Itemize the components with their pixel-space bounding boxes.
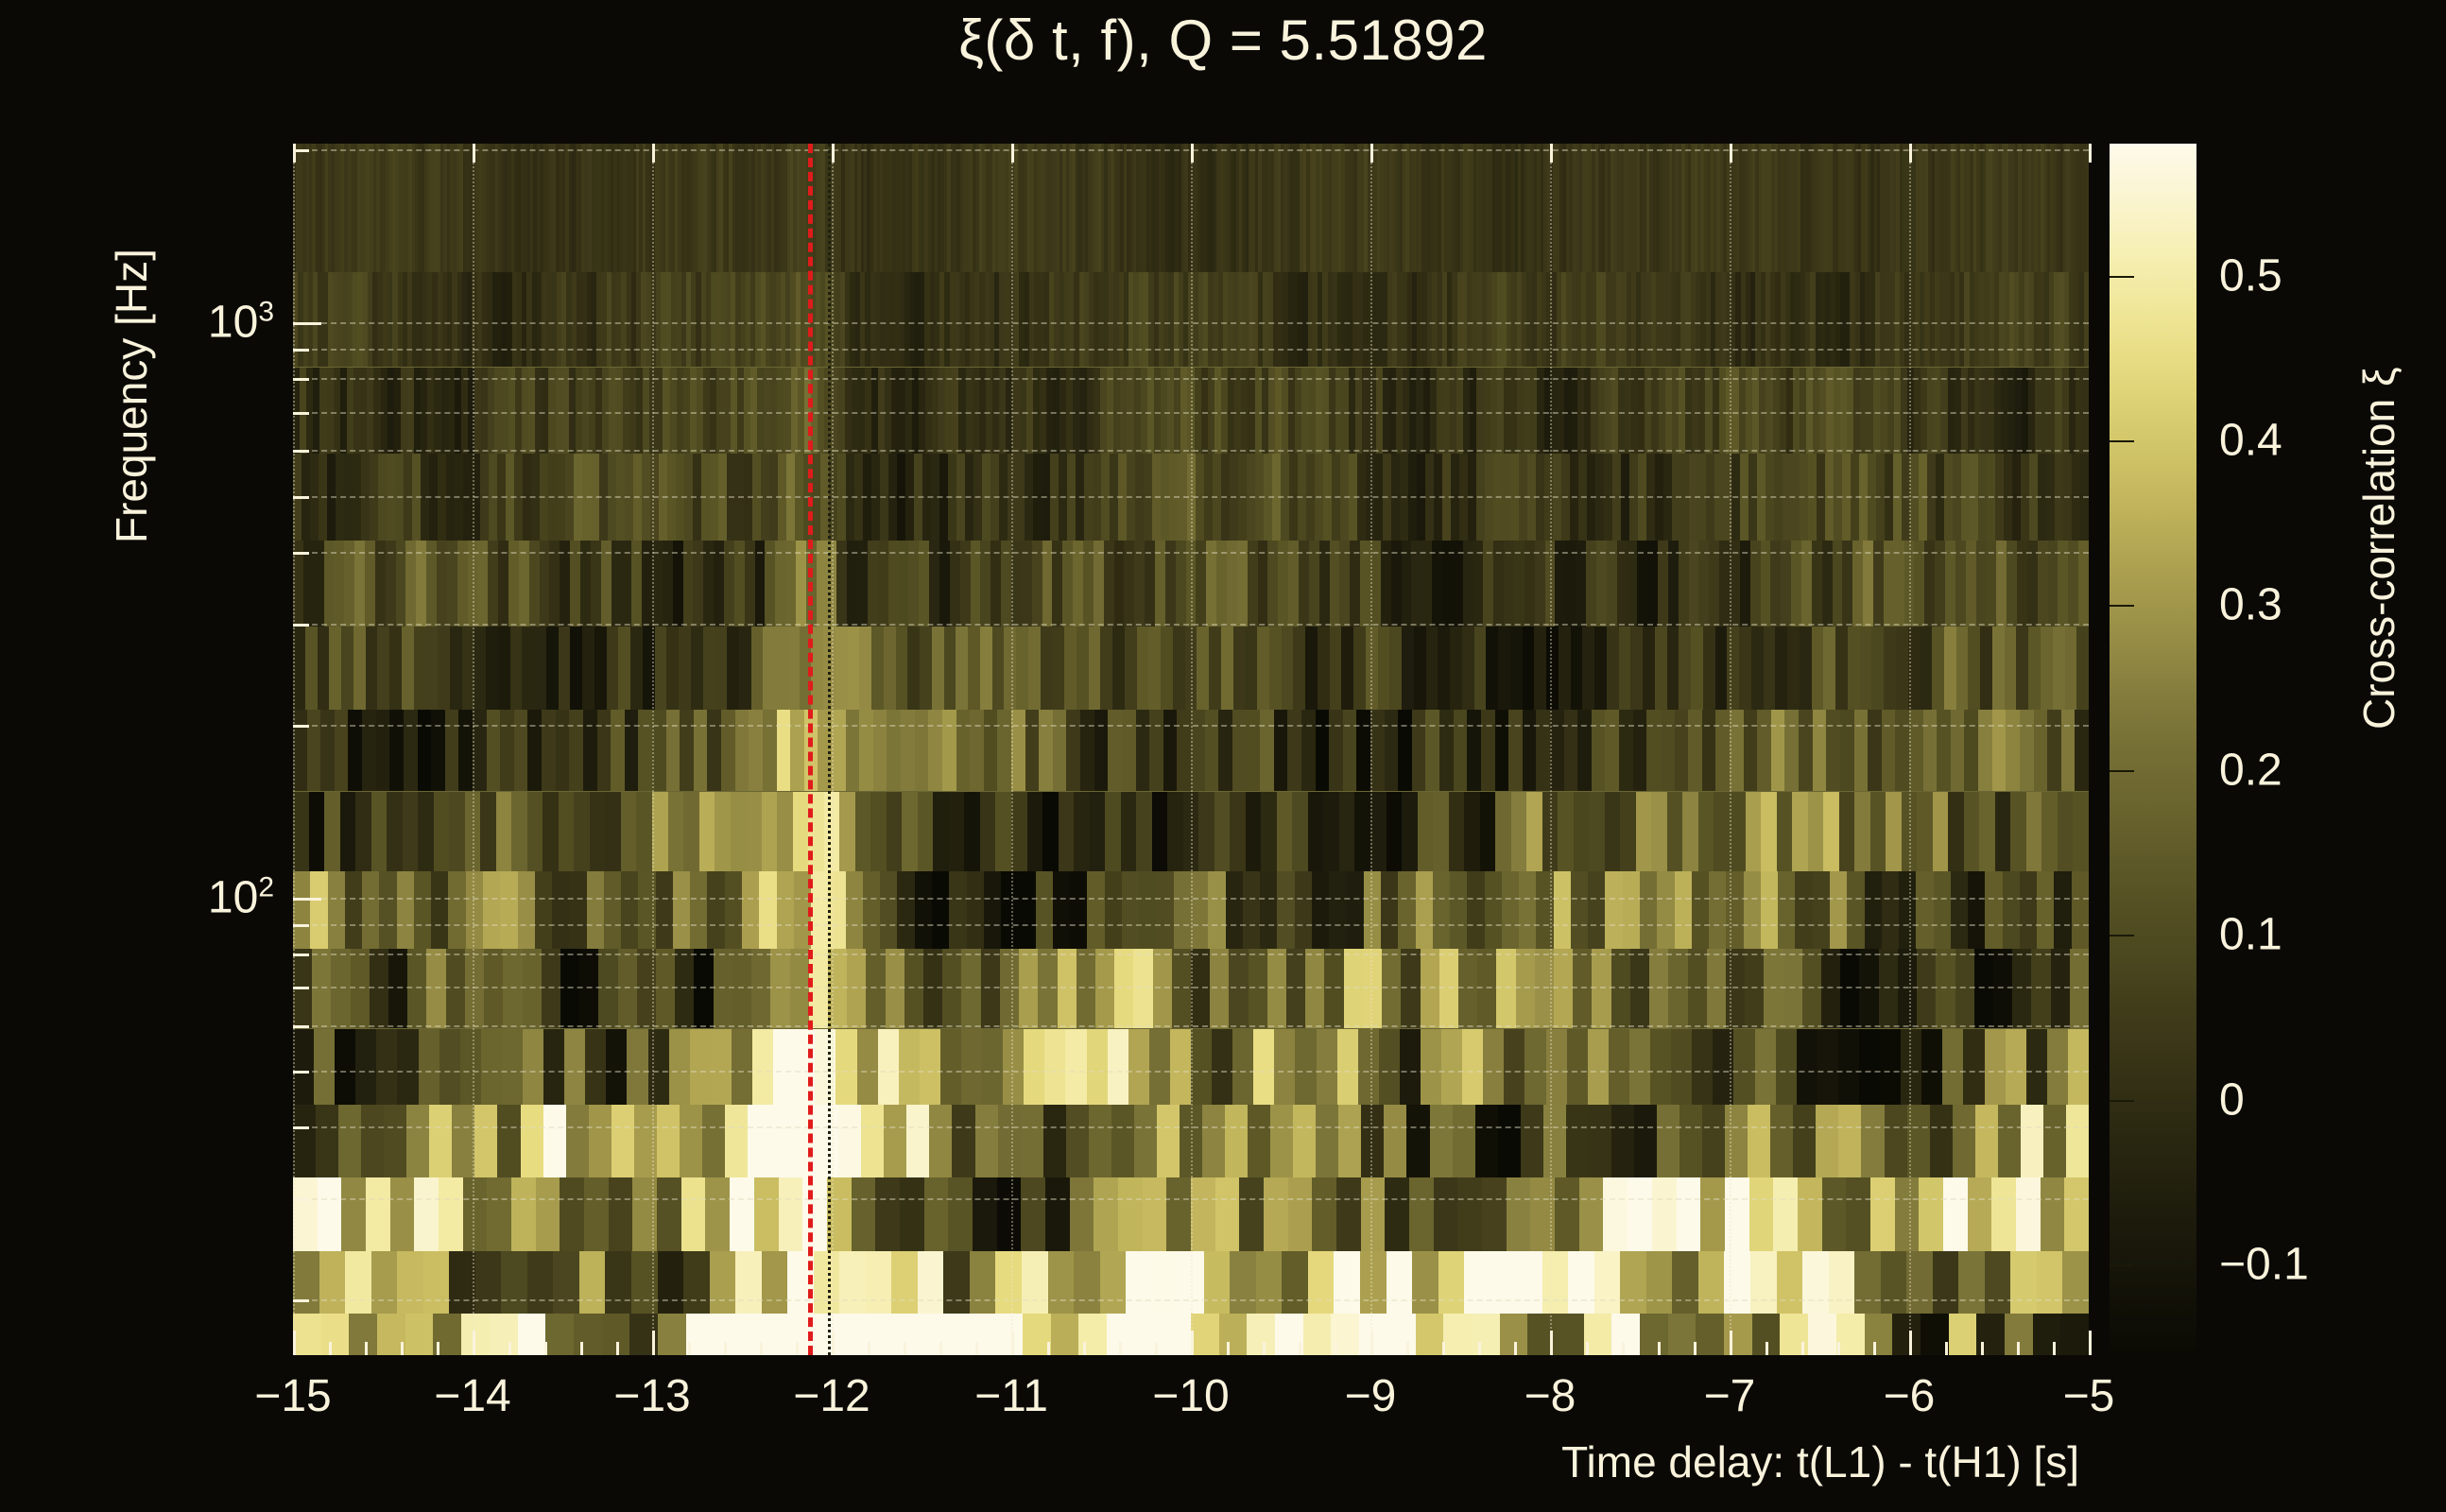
colorbar-tick-label: 0.4 xyxy=(2219,415,2282,466)
x-tick-label: −15 xyxy=(254,1371,332,1421)
colorbar-tick-label: 0 xyxy=(2219,1074,2245,1125)
x-tick-label: −10 xyxy=(1152,1371,1230,1421)
x-axis-title: Time delay: t(L1) - t(H1) [s] xyxy=(1561,1437,2079,1486)
colorbar[interactable] xyxy=(2110,144,2196,1355)
x-tick-label: −6 xyxy=(1883,1371,1936,1421)
measured-time-delay-marker xyxy=(828,144,832,1355)
colorbar-tick-label: 0.3 xyxy=(2219,579,2282,630)
heatmap-plot-area[interactable] xyxy=(293,144,2089,1355)
colorbar-tick-label: −0.1 xyxy=(2219,1239,2309,1290)
x-tick-label: −5 xyxy=(2062,1371,2115,1421)
x-tick-label: −11 xyxy=(974,1371,1048,1421)
colorbar-tick-label: 0.2 xyxy=(2219,745,2282,796)
x-tick-label: −9 xyxy=(1344,1371,1397,1421)
heatmap-image xyxy=(293,144,2089,1355)
y-tick-label: 103 xyxy=(207,296,274,348)
colorbar-title: Cross-correlation ξ xyxy=(2354,367,2403,730)
page-title: ξ(δ t, f), Q = 5.51892 xyxy=(958,9,1488,72)
x-tick-label: −12 xyxy=(793,1371,870,1421)
x-tick-label: −13 xyxy=(613,1371,691,1421)
y-axis-title: Frequency [Hz] xyxy=(107,249,156,544)
colorbar-tick-label: 0.5 xyxy=(2219,250,2282,301)
expected-time-delay-marker xyxy=(808,144,814,1355)
colorbar-tick-label: 0.1 xyxy=(2219,909,2282,960)
x-tick-label: −14 xyxy=(434,1371,511,1421)
x-tick-label: −8 xyxy=(1524,1371,1576,1421)
y-tick-label: 102 xyxy=(207,871,274,923)
x-tick-label: −7 xyxy=(1703,1371,1756,1421)
